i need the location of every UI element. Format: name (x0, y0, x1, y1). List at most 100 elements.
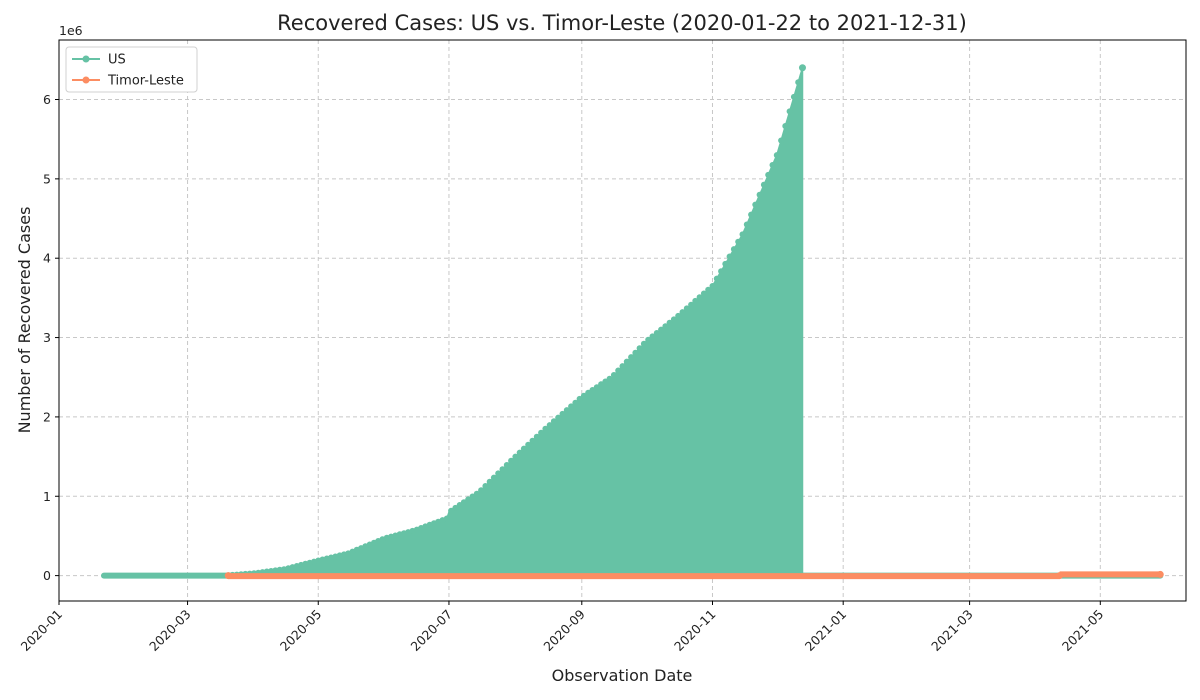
timor-leste-point (1056, 572, 1064, 580)
us-point (486, 478, 493, 485)
us-point (589, 387, 596, 393)
x-tick-label: 2020-09 (540, 606, 588, 654)
y-tick-label: 3 (43, 330, 51, 345)
us-point (585, 389, 592, 396)
y-tick-label: 0 (43, 568, 51, 583)
us-point (563, 407, 570, 414)
timor-leste-point (1156, 570, 1164, 578)
us-point (499, 466, 506, 473)
us-point (670, 316, 677, 323)
us-point (692, 297, 699, 304)
us-point (786, 108, 793, 115)
us-point (769, 162, 776, 168)
us-point (649, 333, 656, 340)
us-series-area (102, 67, 804, 577)
us-point (623, 358, 630, 365)
us-point (645, 336, 652, 343)
us-point (795, 79, 802, 86)
us-point (606, 375, 613, 382)
chart-title: Recovered Cases: US vs. Timor-Leste (202… (277, 11, 967, 35)
y-tick-label: 1 (43, 489, 51, 504)
us-point (756, 191, 763, 198)
us-point (503, 462, 510, 468)
x-tick-label: 2020-07 (408, 607, 456, 655)
y-axis: 0 1 2 3 4 5 6 (43, 92, 59, 583)
us-point (722, 260, 729, 267)
us-point (516, 449, 523, 456)
us-point (666, 319, 673, 326)
us-point (748, 211, 755, 218)
y-offset-label: 1e6 (59, 23, 83, 38)
us-point (735, 238, 742, 245)
x-axis: 2020-01 2020-03 2020-05 2020-07 2020-09 2020-… (18, 601, 1106, 655)
us-point (640, 340, 647, 347)
us-point (765, 171, 772, 178)
us-point (538, 429, 545, 436)
x-axis-label: Observation Date (552, 666, 693, 685)
us-point (443, 515, 450, 522)
us-point (490, 474, 497, 481)
legend-label: Timor-Leste (107, 74, 184, 89)
us-point (679, 309, 686, 316)
us-point (752, 201, 759, 208)
us-point (653, 330, 660, 336)
us-point (610, 372, 617, 378)
us-point (559, 410, 566, 417)
x-tick-label: 2021-03 (928, 607, 976, 655)
us-point (743, 221, 750, 228)
us-point (482, 483, 489, 489)
y-tick-label: 5 (43, 171, 51, 186)
x-tick-label: 2020-05 (277, 607, 325, 655)
us-point (448, 507, 455, 514)
y-tick-label: 4 (43, 251, 51, 266)
us-point (713, 275, 720, 282)
us-point (658, 326, 665, 333)
plot-area (100, 64, 1164, 580)
y-axis-label: Number of Recovered Cases (15, 207, 34, 434)
x-tick-label: 2020-01 (18, 607, 66, 655)
us-point (525, 441, 532, 448)
us-point (508, 457, 515, 464)
us-point (739, 231, 746, 238)
us-point (730, 246, 737, 253)
us-point (460, 499, 467, 506)
us-point (615, 367, 622, 374)
legend-marker (82, 76, 90, 84)
us-point (782, 123, 789, 129)
us-point (550, 418, 557, 425)
us-point (790, 93, 797, 100)
us-point (619, 363, 626, 370)
y-tick-label: 2 (43, 409, 51, 424)
us-point (512, 453, 519, 460)
us-point (632, 349, 639, 356)
us-point (520, 445, 527, 452)
us-point (760, 181, 767, 188)
us-point (568, 403, 575, 410)
us-point (542, 425, 549, 432)
x-tick-label: 2021-01 (802, 607, 850, 655)
us-point (709, 283, 716, 289)
us-point (533, 433, 540, 440)
us-point (576, 395, 583, 402)
us-point (593, 384, 600, 391)
us-point (662, 323, 669, 330)
us-point (529, 437, 536, 444)
legend-label: US (108, 53, 126, 68)
us-point (683, 305, 690, 312)
us-point (636, 345, 643, 352)
us-point (726, 253, 733, 260)
us-point (696, 294, 703, 301)
us-point (572, 399, 579, 406)
plot-frame (58, 39, 1187, 602)
us-point (778, 137, 785, 144)
us-point (598, 381, 605, 388)
us-point (495, 470, 502, 477)
x-tick-label: 2020-03 (146, 607, 194, 655)
us-point (465, 496, 472, 503)
x-tick-label: 2020-11 (671, 607, 719, 655)
legend: US Timor-Leste (65, 46, 198, 93)
us-point (628, 354, 635, 361)
us-point (478, 487, 485, 494)
us-point (469, 493, 476, 500)
